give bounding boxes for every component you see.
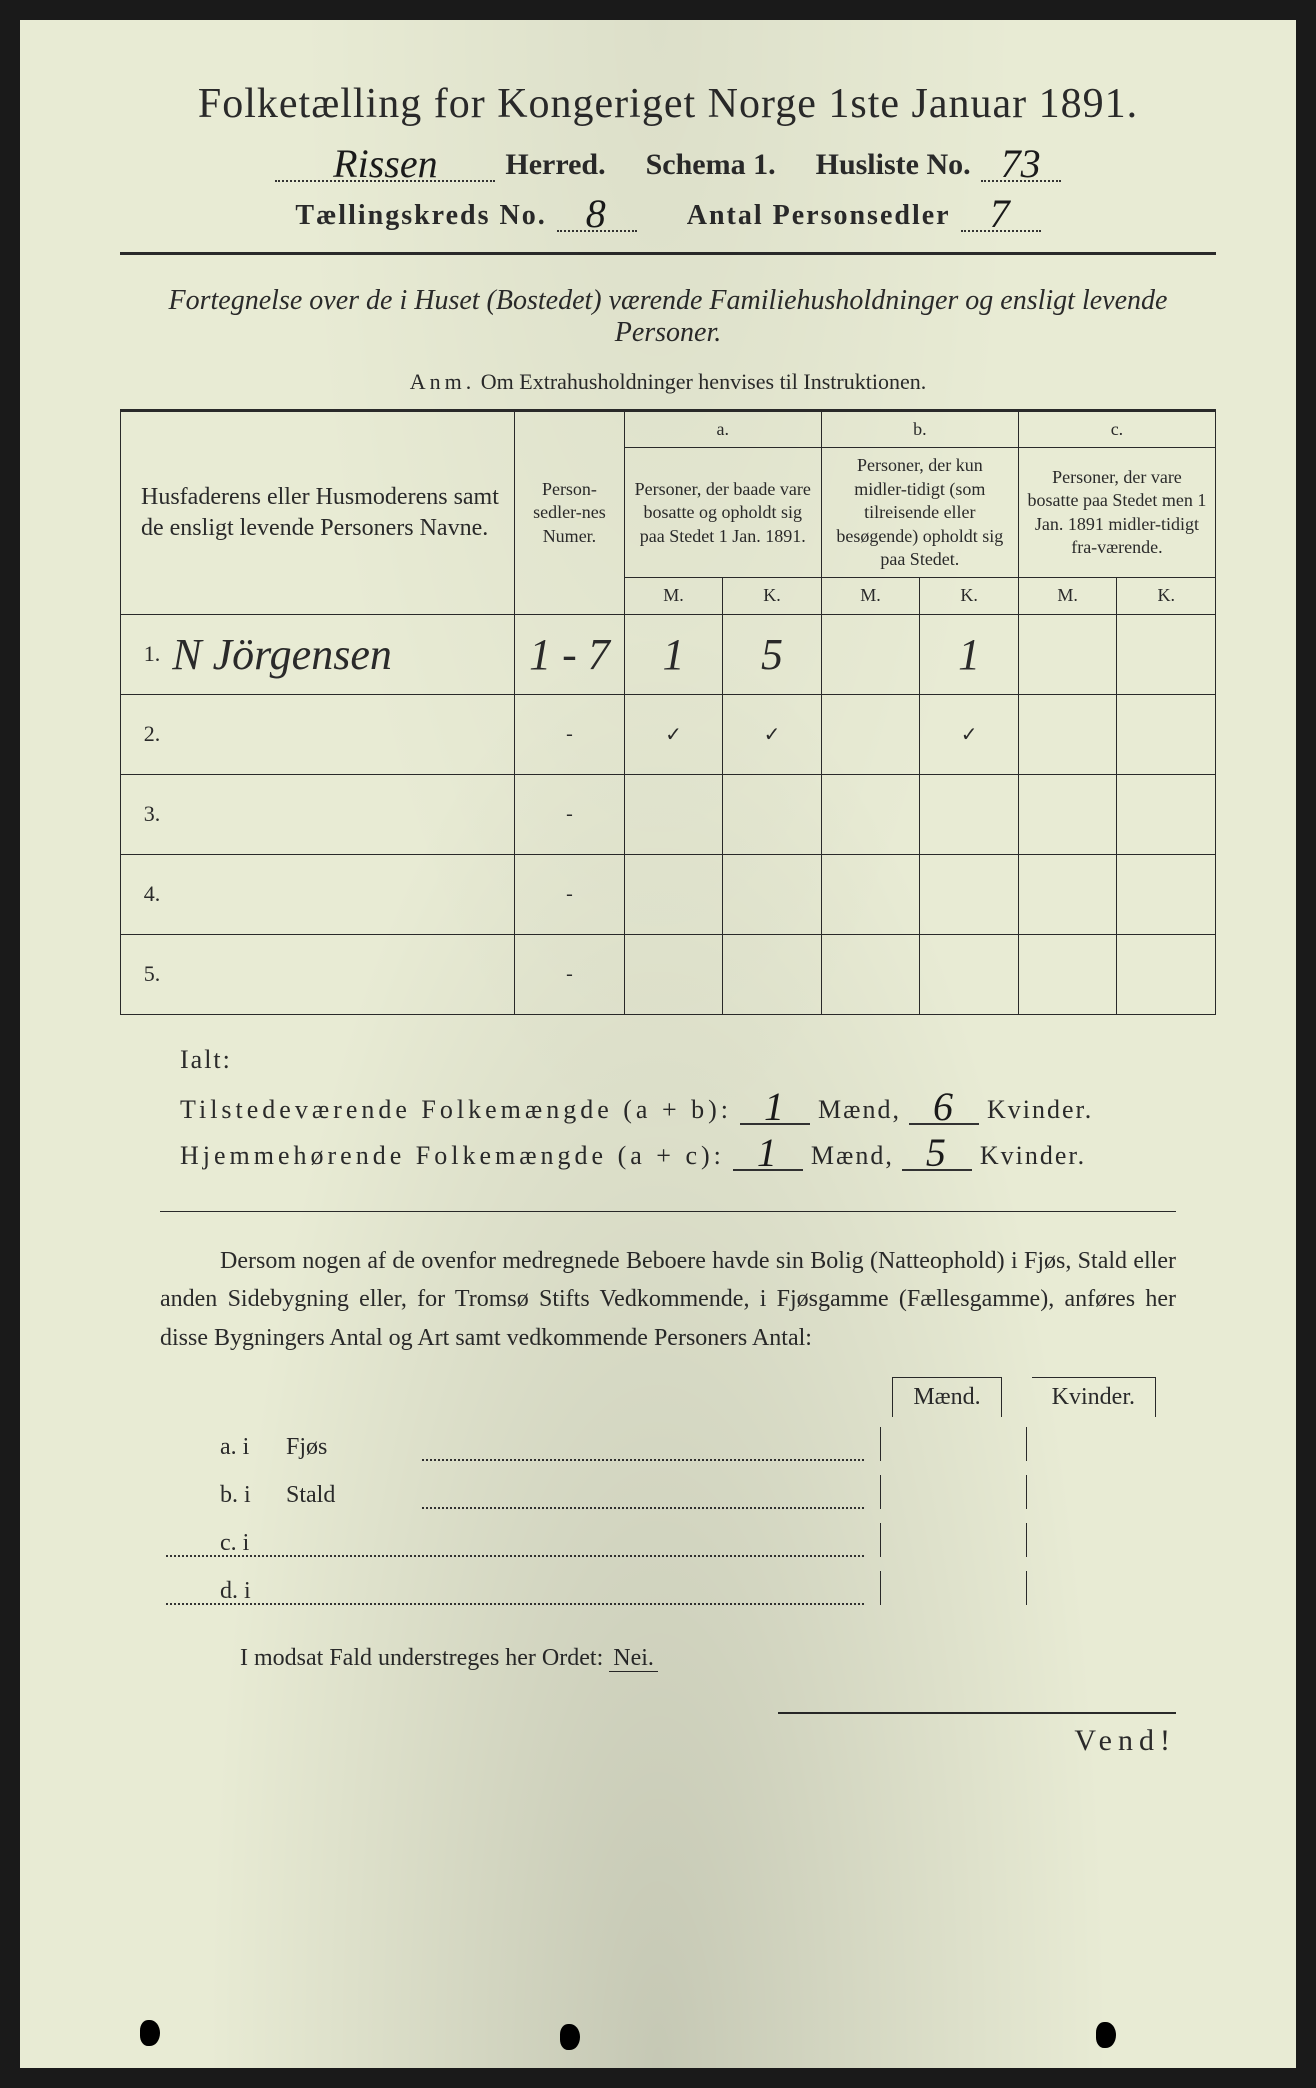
summary-row-resident: Hjemmehørende Folkemængde (a + c): 1 Mæn… <box>180 1137 1156 1171</box>
nei-word: Nei. <box>609 1645 658 1672</box>
husliste-no: 73 <box>981 148 1061 182</box>
mk-header: Mænd. Kvinder. <box>120 1377 1156 1417</box>
kreds-label: Tællingskreds No. <box>295 200 546 232</box>
husliste-label: Husliste No. <box>816 148 971 182</box>
divider <box>120 252 1216 255</box>
col-b-header: Personer, der kun midler-tidigt (som til… <box>821 448 1018 578</box>
household-table: Husfaderens eller Husmoderens samt de en… <box>120 409 1216 1015</box>
household-name: N Jörgensen <box>172 630 392 679</box>
ink-blot-icon <box>140 2020 160 2046</box>
census-form-page: Folketælling for Kongeriget Norge 1ste J… <box>20 20 1296 2068</box>
col-a-m: M. <box>624 578 723 614</box>
table-row: 4. - <box>121 854 1216 934</box>
fortegnelse-heading: Fortegnelse over de i Huset (Bostedet) v… <box>120 285 1216 349</box>
ink-blot-icon <box>1096 2022 1116 2048</box>
anm-note: Anm. Om Extrahusholdninger henvises til … <box>120 369 1216 395</box>
col-b-letter: b. <box>821 411 1018 448</box>
col-c-header: Personer, der vare bosatte paa Stedet me… <box>1018 448 1215 578</box>
instructions-paragraph: Dersom nogen af de ovenfor medregnede Be… <box>160 1242 1176 1357</box>
anm-text: Om Extrahusholdninger henvises til Instr… <box>481 369 926 394</box>
bldg-row-d: d. i <box>220 1571 1156 1605</box>
table-row: 5. - <box>121 934 1216 1014</box>
header-row-1: Rissen Herred. Schema 1. Husliste No. 73 <box>120 148 1216 182</box>
col-b-m: M. <box>821 578 920 614</box>
bldg-row-c: c. i <box>220 1523 1156 1557</box>
col-a-k: K. <box>723 578 822 614</box>
summary-block: Ialt: Tilstedeværende Folkemængde (a + b… <box>180 1045 1156 1171</box>
table-body: 1. N Jörgensen 1 - 7 1 5 1 2. - ✓ ✓ ✓ <box>121 614 1216 1014</box>
sedler-no: 7 <box>961 198 1041 232</box>
col-a-header: Personer, der baade vare bosatte og opho… <box>624 448 821 578</box>
col-a-letter: a. <box>624 411 821 448</box>
schema-label: Schema 1. <box>646 148 776 182</box>
summary-row-present: Tilstedeværende Folkemængde (a + b): 1 M… <box>180 1091 1156 1125</box>
page-title: Folketælling for Kongeriget Norge 1ste J… <box>120 80 1216 128</box>
herred-label: Herred. <box>505 148 605 182</box>
kvinder-header: Kvinder. <box>1032 1377 1156 1417</box>
modsat-line: I modsat Fald understreges her Ordet: Ne… <box>240 1645 1216 1672</box>
bldg-row-a: a. i Fjøs <box>220 1427 1156 1461</box>
col-num-header: Person-sedler-nes Numer. <box>515 411 625 615</box>
table-row: 1. N Jörgensen 1 - 7 1 5 1 <box>121 614 1216 694</box>
col-c-k: K. <box>1117 578 1216 614</box>
vend-footer: Vend! <box>778 1712 1176 1758</box>
col-c-m: M. <box>1018 578 1117 614</box>
sedler-label: Antal Personsedler <box>687 200 951 232</box>
herred-name: Rissen <box>275 148 495 182</box>
anm-label: Anm. <box>410 369 476 394</box>
divider <box>160 1211 1176 1212</box>
ialt-label: Ialt: <box>180 1045 1156 1075</box>
bldg-row-b: b. i Stald <box>220 1475 1156 1509</box>
kreds-no: 8 <box>557 198 637 232</box>
table-row: 3. - <box>121 774 1216 854</box>
cell-num: 1 - 7 <box>515 614 625 694</box>
table-row: 2. - ✓ ✓ ✓ <box>121 694 1216 774</box>
col-name-header: Husfaderens eller Husmoderens samt de en… <box>121 411 515 615</box>
col-c-letter: c. <box>1018 411 1215 448</box>
col-b-k: K. <box>920 578 1019 614</box>
ink-blot-icon <box>560 2024 580 2050</box>
header-row-2: Tællingskreds No. 8 Antal Personsedler 7 <box>120 198 1216 232</box>
building-list: a. i Fjøs b. i Stald c. i d. i <box>220 1427 1156 1605</box>
maend-header: Mænd. <box>892 1377 1001 1417</box>
